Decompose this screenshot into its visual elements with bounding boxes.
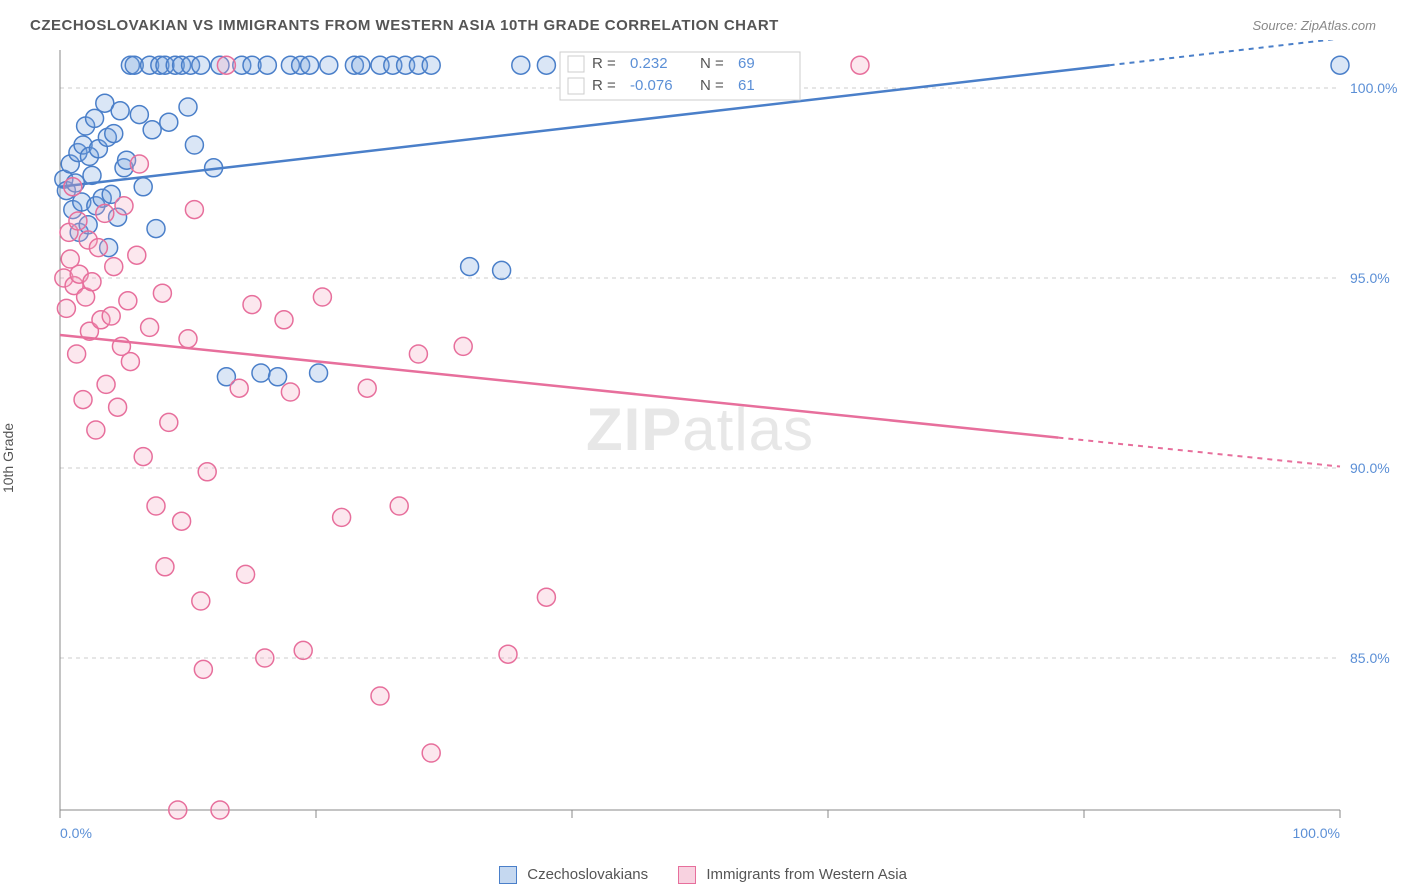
svg-text:0.232: 0.232 xyxy=(630,55,668,72)
svg-text:85.0%: 85.0% xyxy=(1350,650,1390,666)
legend-swatch-series-a xyxy=(499,866,517,884)
legend-item-series-b: Immigrants from Western Asia xyxy=(678,866,907,884)
legend-item-series-a: Czechoslovakians xyxy=(499,866,648,884)
svg-text:R =: R = xyxy=(592,55,616,72)
svg-text:ZIPatlas: ZIPatlas xyxy=(586,396,814,463)
source-label: Source: xyxy=(1252,18,1300,33)
legend-swatch-series-b xyxy=(678,866,696,884)
legend-label-series-a: Czechoslovakians xyxy=(527,866,648,883)
svg-text:100.0%: 100.0% xyxy=(1293,825,1340,841)
svg-text:100.0%: 100.0% xyxy=(1350,80,1397,96)
title-bar: CZECHOSLOVAKIAN VS IMMIGRANTS FROM WESTE… xyxy=(0,0,1406,40)
chart-area: 10th Grade 85.0% 90.0% 95.0% 100.0% 0.0% 100.… xyxy=(0,40,1406,860)
scatter-chart: 85.0% 90.0% 95.0% 100.0% 0.0% 100.0% ZIPatlas R… xyxy=(0,40,1406,860)
svg-text:N =: N = xyxy=(700,77,724,94)
source-attribution: Source: ZipAtlas.com xyxy=(1252,18,1376,33)
svg-text:R =: R = xyxy=(592,77,616,94)
svg-text:61: 61 xyxy=(738,77,755,94)
legend-label-series-b: Immigrants from Western Asia xyxy=(706,866,907,883)
y-axis-label: 10th Grade xyxy=(0,423,16,493)
source-name: ZipAtlas.com xyxy=(1301,18,1376,33)
svg-text:0.0%: 0.0% xyxy=(60,825,92,841)
svg-text:69: 69 xyxy=(738,55,755,72)
svg-text:95.0%: 95.0% xyxy=(1350,270,1390,286)
svg-text:90.0%: 90.0% xyxy=(1350,460,1390,476)
legend-bottom: Czechoslovakians Immigrants from Western… xyxy=(0,866,1406,884)
svg-text:N =: N = xyxy=(700,55,724,72)
svg-text:-0.076: -0.076 xyxy=(630,77,673,94)
chart-title: CZECHOSLOVAKIAN VS IMMIGRANTS FROM WESTE… xyxy=(30,17,779,34)
